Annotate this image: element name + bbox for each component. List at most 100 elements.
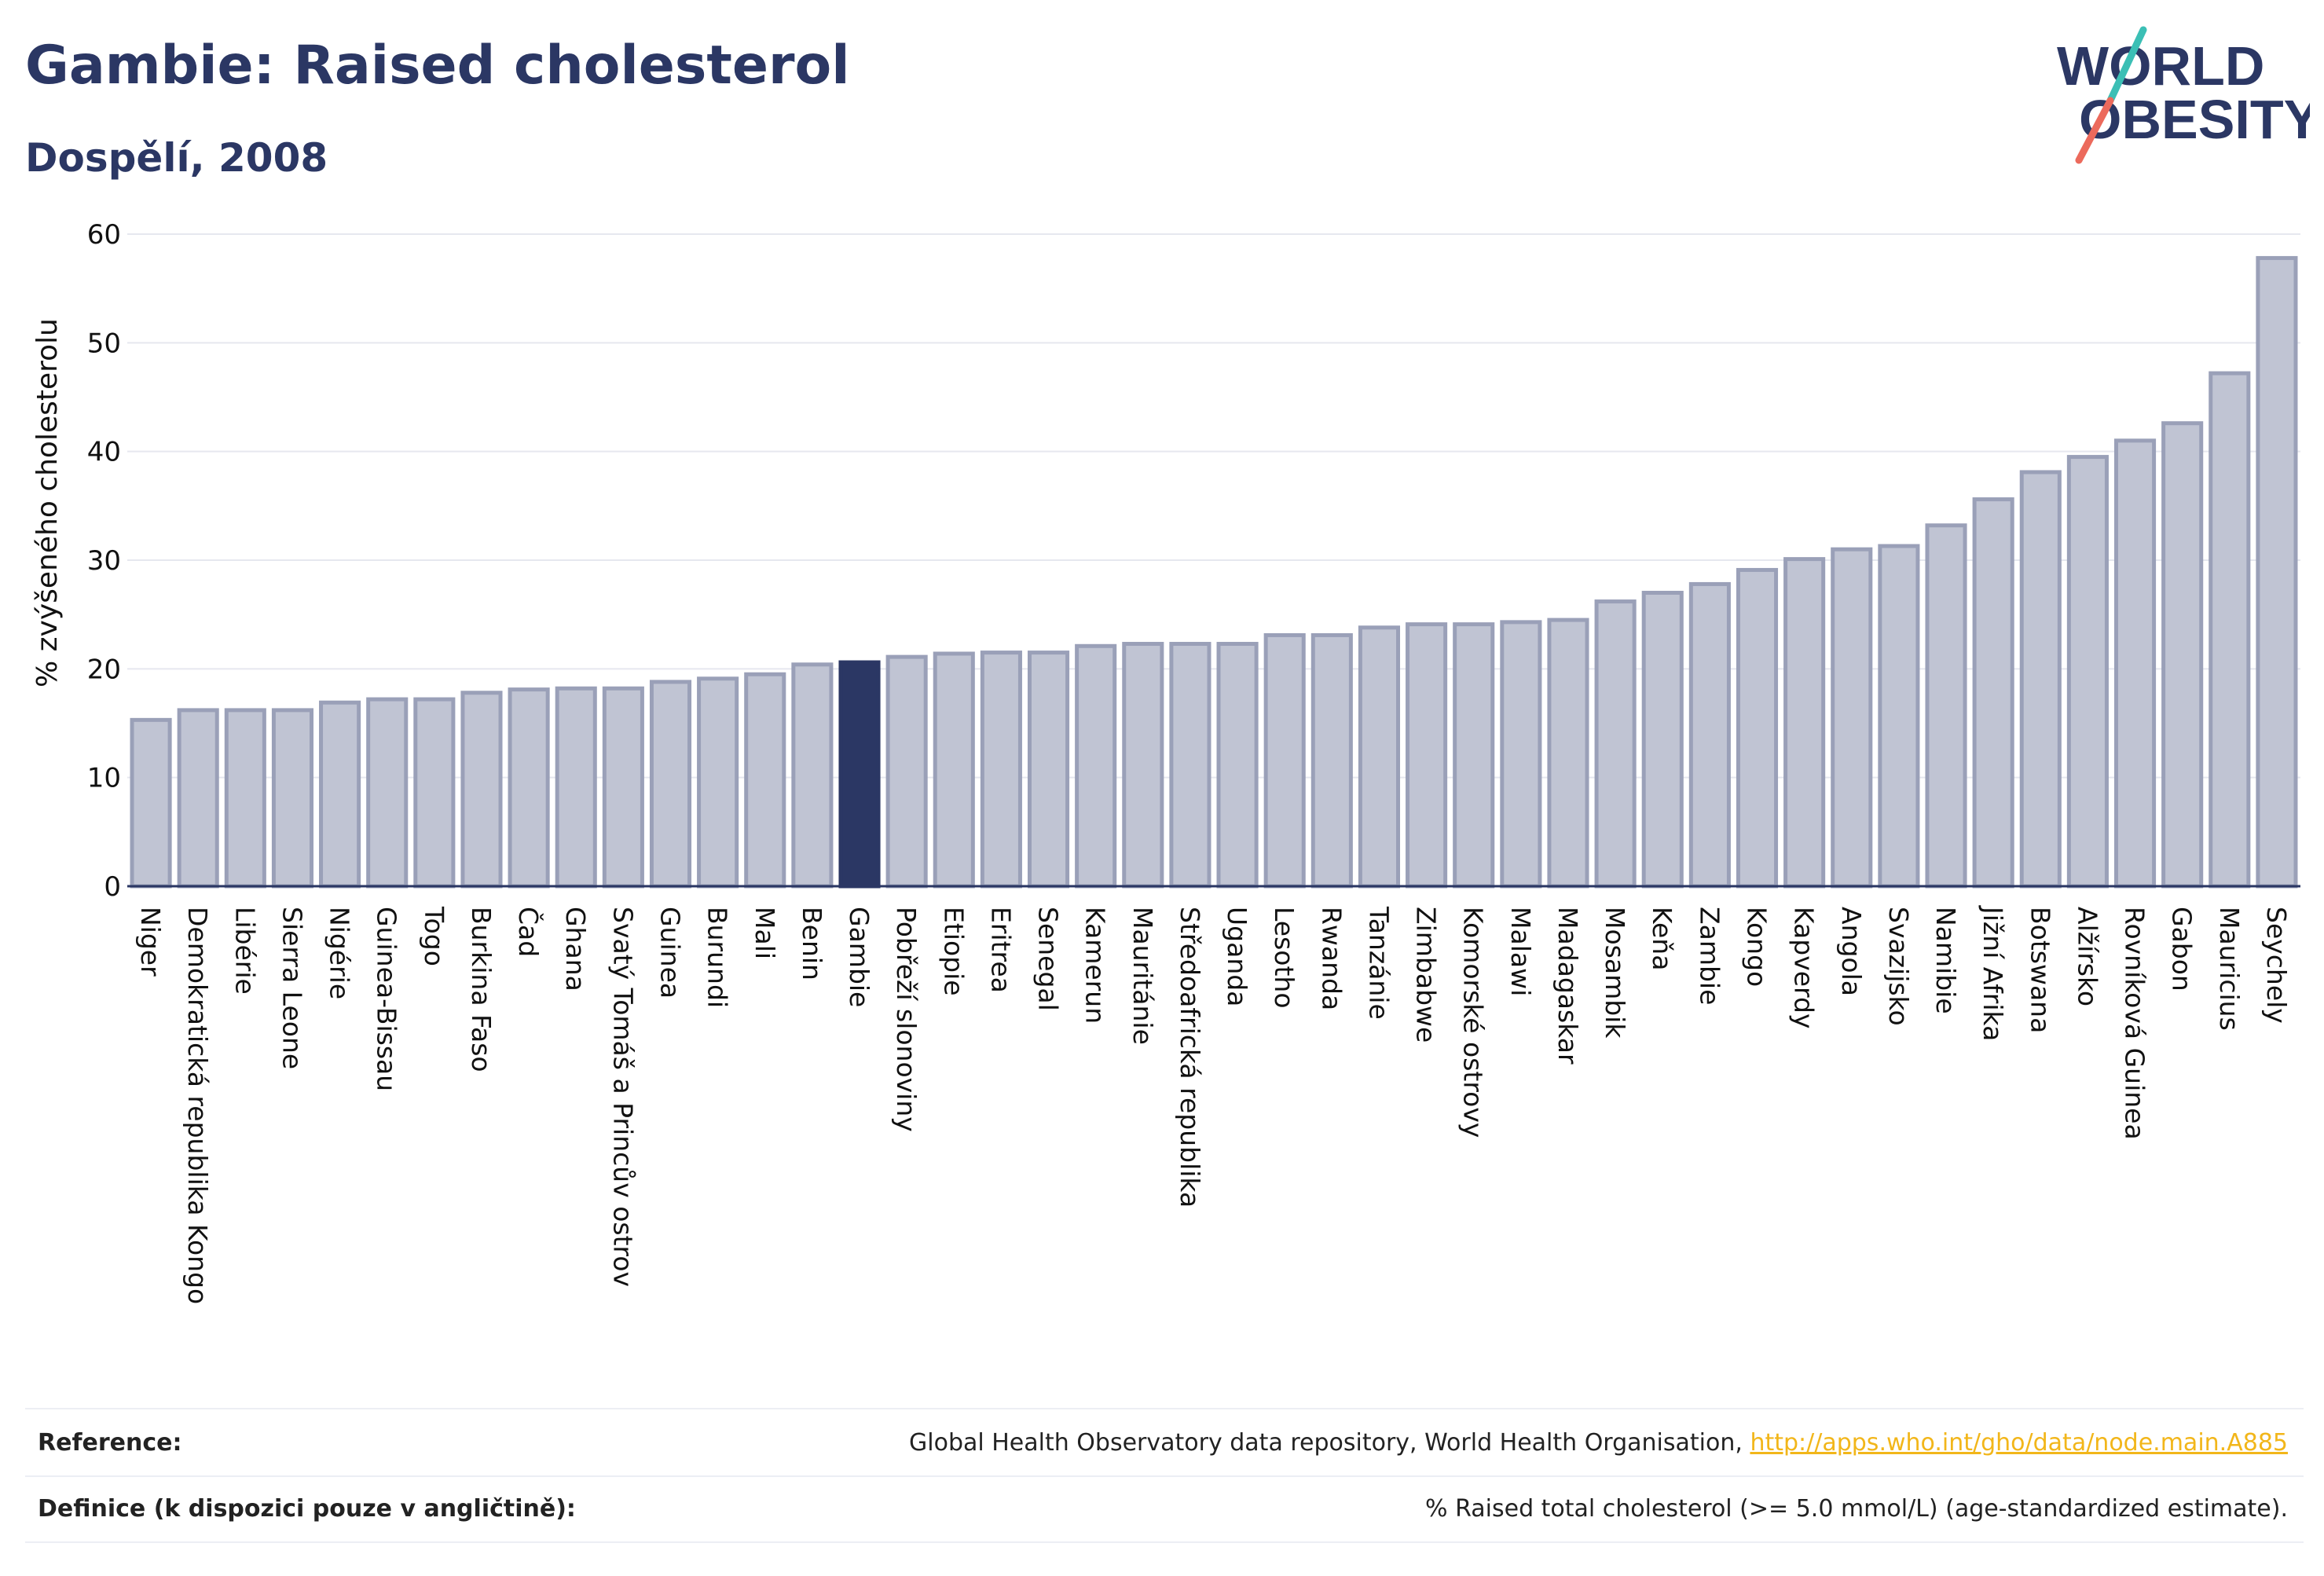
bar bbox=[1310, 632, 1353, 889]
reference-link[interactable]: http://apps.who.int/gho/data/node.main.A… bbox=[1750, 1428, 2288, 1457]
chart-subtitle: Dospělí, 2008 bbox=[25, 135, 328, 181]
x-tick-label: Eritrea bbox=[985, 907, 1016, 993]
reference-text: Global Health Observatory data repositor… bbox=[909, 1428, 1750, 1457]
bar bbox=[1878, 544, 1920, 889]
x-tick-label: Uganda bbox=[1222, 907, 1252, 1006]
bar bbox=[460, 691, 503, 889]
x-tick-label: Keňa bbox=[1647, 907, 1677, 970]
x-tick-label: Nigérie bbox=[324, 907, 355, 999]
x-tick-label: Namibie bbox=[1930, 907, 1961, 1014]
bar bbox=[2256, 255, 2298, 889]
bar bbox=[744, 672, 786, 889]
x-tick-label: Libérie bbox=[229, 907, 260, 995]
x-tick-label: Mali bbox=[750, 907, 780, 959]
x-tick-label: Zambie bbox=[1694, 907, 1725, 1005]
bar bbox=[1831, 547, 1873, 889]
x-tick-label: Kongo bbox=[1742, 907, 1772, 987]
definition-label: Definice (k dispozici pouze v angličtině… bbox=[38, 1494, 576, 1523]
x-tick-label: Demokratická republika Kongo bbox=[182, 907, 213, 1304]
logo-slash-teal bbox=[2106, 26, 2147, 104]
reference-label: Reference: bbox=[38, 1428, 182, 1457]
x-tick-label: Etiopie bbox=[938, 907, 969, 996]
bar bbox=[366, 697, 409, 889]
bar bbox=[649, 680, 692, 889]
x-tick-label: Lesotho bbox=[1269, 907, 1299, 1009]
bar bbox=[1358, 625, 1401, 889]
x-tick-label: Niger bbox=[135, 907, 166, 977]
y-tick-label: 20 bbox=[87, 654, 121, 685]
bar bbox=[1169, 642, 1211, 889]
bar bbox=[555, 686, 597, 889]
x-tick-label: Ghana bbox=[560, 907, 591, 991]
bar bbox=[1972, 497, 2014, 889]
bars bbox=[130, 255, 2298, 889]
x-tick-label: Mosambik bbox=[1600, 907, 1630, 1039]
x-tick-labels: Niger Demokratická republika Kongo Libérie… bbox=[135, 905, 2292, 1304]
x-tick-label: Sierra Leone bbox=[277, 907, 307, 1069]
x-tick-label: Malawi bbox=[1505, 907, 1536, 996]
reference-row: Reference: Global Health Observatory dat… bbox=[25, 1408, 2304, 1477]
x-tick-label: Burkina Faso bbox=[466, 907, 497, 1072]
logo-word-world: WORLD bbox=[2057, 35, 2264, 97]
logo-slash-coral bbox=[2075, 97, 2114, 164]
reference-value: Global Health Observatory data repositor… bbox=[909, 1429, 2304, 1457]
x-tick-label: Alžírsko bbox=[2072, 907, 2102, 1006]
x-tick-label: Mauricius bbox=[2214, 907, 2245, 1031]
bar-highlighted bbox=[838, 660, 881, 889]
x-tick-label: Gabon bbox=[2167, 907, 2198, 991]
bar bbox=[1783, 557, 1826, 889]
x-tick-label: Mauritánie bbox=[1127, 907, 1158, 1045]
y-tick-label: 40 bbox=[87, 437, 121, 468]
x-tick-label: Senegal bbox=[1033, 907, 1064, 1011]
bar bbox=[1547, 618, 1589, 889]
x-tick-label: Svazijsko bbox=[1883, 907, 1914, 1026]
x-tick-label: Guinea-Bissau bbox=[372, 907, 402, 1091]
bar bbox=[2019, 470, 2062, 889]
x-tick-label: Čad bbox=[513, 907, 544, 957]
bar bbox=[271, 708, 314, 889]
bar bbox=[791, 662, 834, 889]
chart-title: Gambie: Raised cholesterol bbox=[25, 35, 850, 97]
bar bbox=[1736, 567, 1779, 889]
bar bbox=[2066, 455, 2109, 889]
y-tick-label: 0 bbox=[104, 871, 121, 903]
bar bbox=[508, 687, 550, 889]
bar bbox=[130, 717, 172, 889]
y-tick-label: 50 bbox=[87, 328, 121, 359]
bar bbox=[1594, 599, 1637, 889]
bar bbox=[2113, 438, 2157, 889]
x-tick-label: Angola bbox=[1836, 907, 1867, 996]
bar bbox=[697, 676, 739, 889]
bar bbox=[602, 686, 644, 889]
bar bbox=[224, 708, 266, 889]
y-tick-label: 30 bbox=[87, 545, 121, 577]
bar bbox=[1406, 622, 1448, 889]
bar bbox=[413, 697, 456, 889]
x-tick-label: Gambie bbox=[844, 907, 874, 1007]
x-tick-label: Kapverdy bbox=[1789, 907, 1820, 1029]
x-tick-label: Kamerun bbox=[1080, 907, 1111, 1024]
bar bbox=[1122, 642, 1164, 889]
bar bbox=[1027, 651, 1070, 889]
x-tick-label: Jižní Afrika bbox=[1978, 905, 2008, 1041]
bar bbox=[177, 708, 219, 889]
bar bbox=[933, 651, 975, 889]
x-tick-label: Zimbabwe bbox=[1411, 907, 1442, 1043]
bar bbox=[885, 654, 928, 889]
logo-word-obesity: OBESITY bbox=[2079, 89, 2310, 150]
x-tick-label: Guinea bbox=[655, 907, 686, 999]
x-tick-label: Svatý Tomáš a Princův ostrov bbox=[607, 907, 638, 1287]
definition-row: Definice (k dispozici pouze v angličtině… bbox=[25, 1475, 2304, 1543]
bar bbox=[1075, 643, 1117, 889]
bar bbox=[980, 651, 1022, 889]
x-tick-label: Rwanda bbox=[1316, 907, 1347, 1010]
bar bbox=[1453, 622, 1495, 889]
bar bbox=[1263, 632, 1306, 889]
x-tick-label: Botswana bbox=[2025, 907, 2055, 1033]
bar bbox=[1500, 620, 1542, 889]
x-tick-label: Středoafrická republika bbox=[1175, 907, 1205, 1208]
x-tick-label: Tanzánie bbox=[1363, 906, 1394, 1020]
x-tick-label: Komorské ostrovy bbox=[1458, 907, 1489, 1138]
y-axis-label: % zvýšeného cholesterolu bbox=[31, 318, 64, 687]
bar bbox=[1641, 591, 1684, 889]
